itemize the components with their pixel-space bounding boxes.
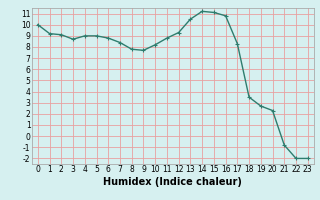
X-axis label: Humidex (Indice chaleur): Humidex (Indice chaleur) — [103, 177, 242, 187]
